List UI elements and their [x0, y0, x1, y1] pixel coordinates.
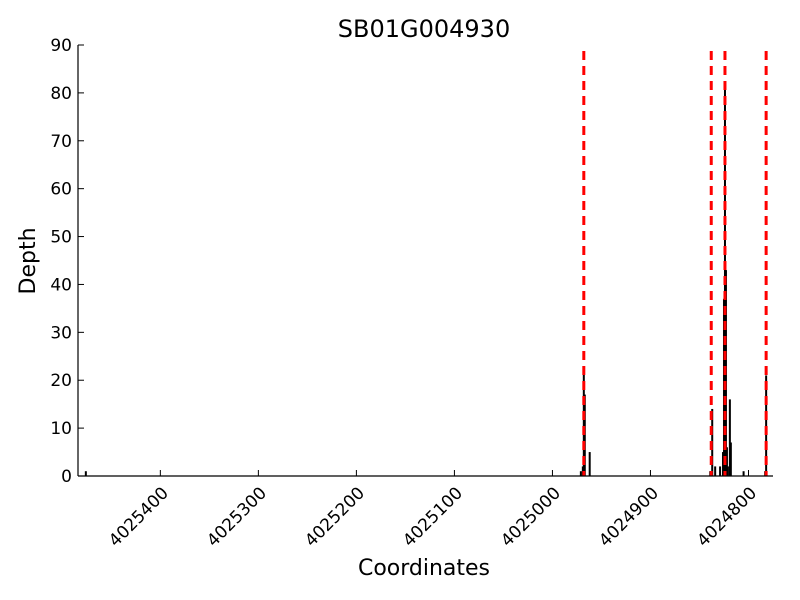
depth-bar-0: [84, 471, 87, 476]
y-tick-label-1: 10: [50, 419, 72, 439]
depth-bar-9: [719, 466, 722, 476]
depth-bar-18: [742, 471, 745, 476]
depth-bar-5: [588, 452, 591, 476]
y-tick-label-3: 30: [50, 323, 72, 343]
x-axis-label: Coordinates: [358, 556, 490, 581]
depth-bar-8: [714, 466, 717, 476]
depth-bar-17: [729, 442, 732, 476]
depth-bar-14: [725, 447, 728, 476]
depth-bar-16: [728, 399, 731, 476]
y-axis-label: Depth: [16, 227, 41, 294]
y-tick-label-9: 90: [50, 36, 72, 56]
depth-bar-4: [583, 394, 586, 476]
y-tick-label-0: 0: [61, 467, 72, 487]
y-tick-label-7: 70: [50, 132, 72, 152]
y-tick-label-4: 40: [50, 275, 72, 295]
depth-bar-20: [765, 375, 768, 476]
y-tick-label-6: 60: [50, 180, 72, 200]
y-tick-label-5: 50: [50, 228, 72, 248]
chart-title: SB01G004930: [338, 15, 510, 43]
depth-bar-1: [579, 471, 582, 476]
depth-bar-15: [726, 466, 729, 476]
y-tick-label-8: 80: [50, 84, 72, 104]
y-tick-label-2: 20: [50, 371, 72, 391]
